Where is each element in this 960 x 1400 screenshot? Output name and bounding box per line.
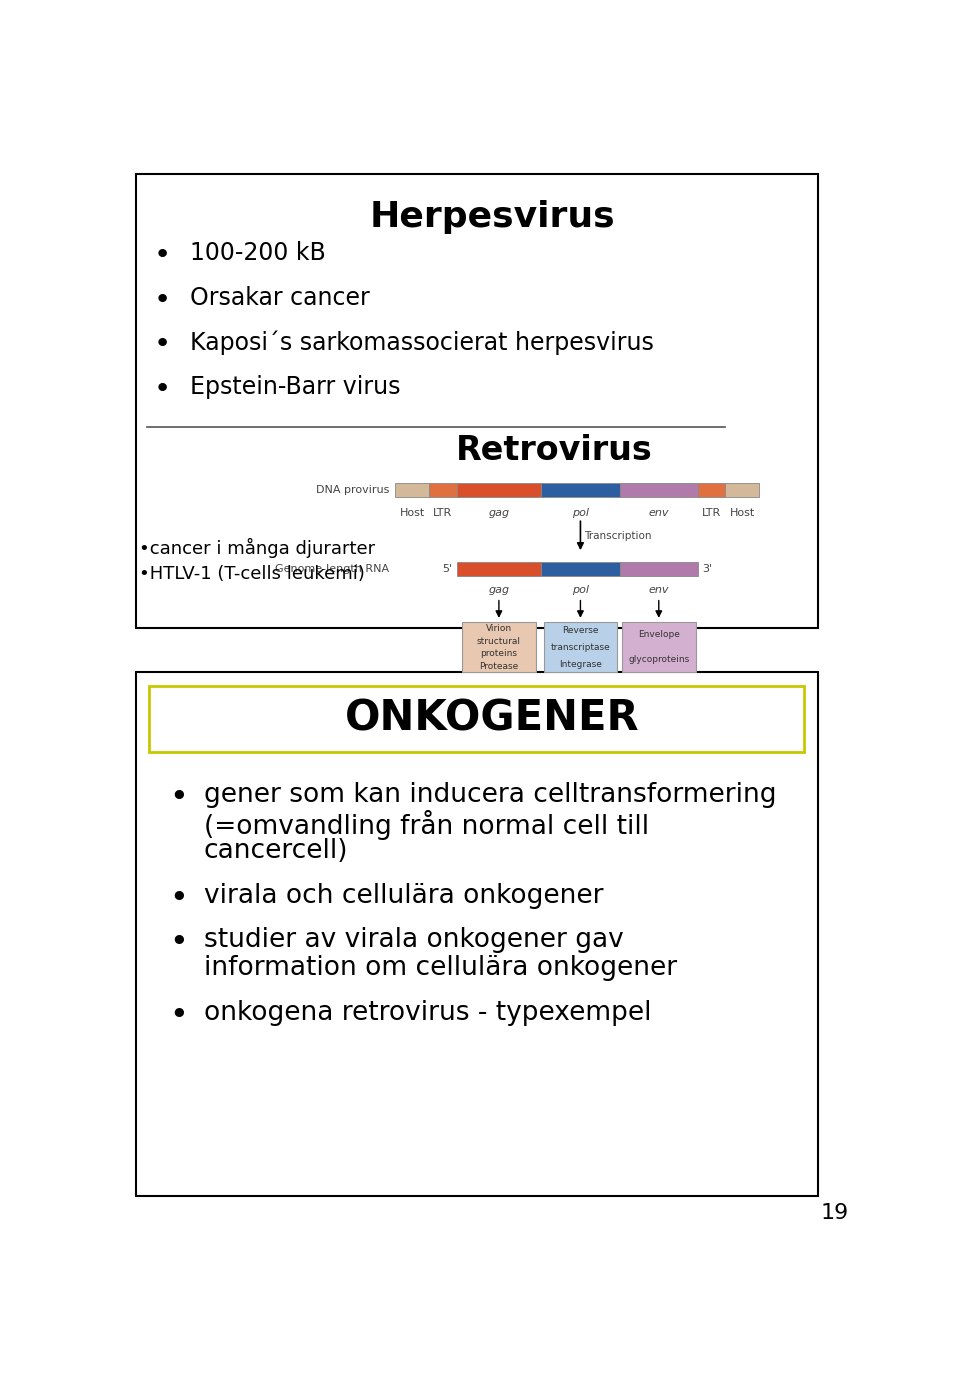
Text: •: • xyxy=(154,241,171,269)
Text: •: • xyxy=(169,927,187,958)
Bar xyxy=(457,483,541,497)
Text: LTR: LTR xyxy=(702,508,721,518)
Bar xyxy=(543,622,617,672)
Bar xyxy=(619,483,698,497)
Text: Integrase: Integrase xyxy=(559,659,602,669)
Text: gener som kan inducera celltransformering: gener som kan inducera celltransformerin… xyxy=(204,783,777,808)
Text: Epstein-Barr virus: Epstein-Barr virus xyxy=(190,375,400,399)
Text: •: • xyxy=(154,330,171,358)
Bar xyxy=(541,483,619,497)
Bar xyxy=(135,672,818,1196)
Text: Transcription: Transcription xyxy=(585,531,652,540)
Bar xyxy=(726,483,759,497)
Text: •: • xyxy=(154,286,171,314)
Text: gag: gag xyxy=(489,585,510,595)
Bar xyxy=(150,686,804,752)
Text: LTR: LTR xyxy=(433,508,452,518)
Text: ONKOGENER: ONKOGENER xyxy=(345,699,639,741)
Bar xyxy=(698,483,726,497)
Text: studier av virala onkogener gav: studier av virala onkogener gav xyxy=(204,927,623,953)
Text: Protease: Protease xyxy=(479,662,518,671)
Text: •: • xyxy=(169,1000,187,1030)
Bar xyxy=(429,483,457,497)
Bar xyxy=(396,483,429,497)
Bar xyxy=(462,622,536,672)
Text: Host: Host xyxy=(730,508,756,518)
Bar xyxy=(619,563,698,577)
Text: Virion: Virion xyxy=(486,624,512,633)
Bar xyxy=(541,563,619,577)
Text: 100-200 kB: 100-200 kB xyxy=(190,241,325,265)
Text: pol: pol xyxy=(572,508,588,518)
Text: cancercell): cancercell) xyxy=(204,837,348,864)
Text: Host: Host xyxy=(399,508,424,518)
Text: information om cellulära onkogener: information om cellulära onkogener xyxy=(204,955,677,981)
Text: 3': 3' xyxy=(702,564,712,574)
Text: pol: pol xyxy=(572,585,588,595)
Text: •: • xyxy=(154,375,171,403)
Text: 19: 19 xyxy=(820,1203,849,1224)
Text: Kaposi´s sarkomassocierat herpesvirus: Kaposi´s sarkomassocierat herpesvirus xyxy=(190,330,654,356)
Text: structural: structural xyxy=(477,637,521,645)
Text: gag: gag xyxy=(489,508,510,518)
Text: glycoproteins: glycoproteins xyxy=(628,655,689,665)
Text: Orsakar cancer: Orsakar cancer xyxy=(190,286,370,309)
Text: onkogena retrovirus - typexempel: onkogena retrovirus - typexempel xyxy=(204,1000,651,1026)
Text: •: • xyxy=(169,882,187,914)
Text: env: env xyxy=(649,508,669,518)
Text: •HTLV-1 (T-cells leukemi): •HTLV-1 (T-cells leukemi) xyxy=(139,564,365,582)
Text: env: env xyxy=(649,585,669,595)
Text: •cancer i många djurarter: •cancer i många djurarter xyxy=(139,538,375,557)
Text: virala och cellulära onkogener: virala och cellulära onkogener xyxy=(204,882,603,909)
Bar xyxy=(622,622,696,672)
Text: Retrovirus: Retrovirus xyxy=(456,434,653,466)
Bar xyxy=(457,563,541,577)
Text: (=omvandling från normal cell till: (=omvandling från normal cell till xyxy=(204,811,649,840)
Text: 5': 5' xyxy=(443,564,453,574)
Text: DNA provirus: DNA provirus xyxy=(316,484,389,494)
Text: proteins: proteins xyxy=(480,650,517,658)
Text: Reverse: Reverse xyxy=(563,626,599,636)
Text: Herpesvirus: Herpesvirus xyxy=(370,200,614,234)
Bar xyxy=(135,174,818,629)
Text: Genome-length RNA: Genome-length RNA xyxy=(275,564,389,574)
Text: transcriptase: transcriptase xyxy=(550,643,611,652)
Text: •: • xyxy=(169,783,187,813)
Text: Envelope: Envelope xyxy=(637,630,680,640)
